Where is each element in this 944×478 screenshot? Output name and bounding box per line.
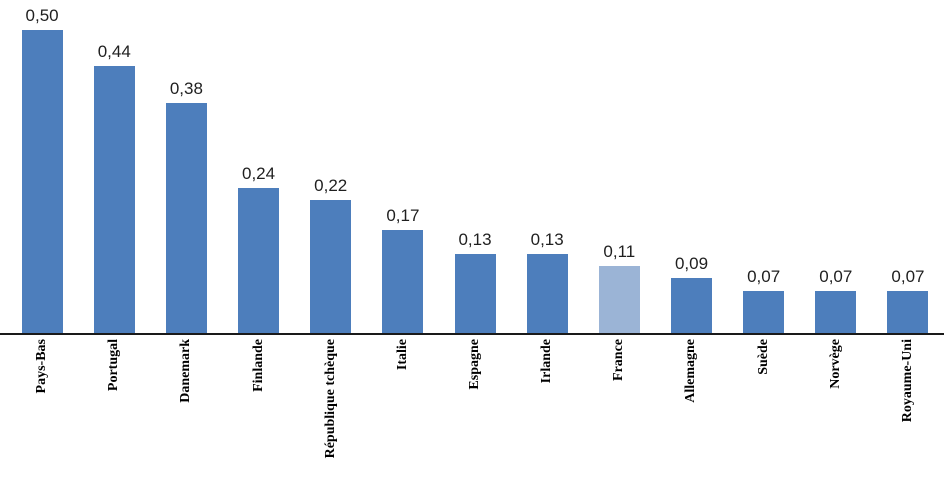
bar-value-label: 0,22 — [314, 176, 348, 195]
category-column: Suède — [728, 339, 800, 478]
category-column: Irlande — [511, 339, 583, 478]
bar-column: 0,13 — [511, 230, 583, 333]
category-column: Finlande — [222, 339, 294, 478]
bar-category-label: Norvège — [827, 339, 843, 389]
bar-category-label: Allemagne — [683, 339, 699, 403]
bar — [526, 254, 568, 333]
bar-column: 0,07 — [728, 267, 800, 333]
bar-column: 0,07 — [872, 267, 944, 333]
bar-column: 0,11 — [583, 242, 655, 333]
bar-value-label: 0,11 — [603, 242, 636, 261]
bar-value-label: 0,50 — [25, 6, 59, 25]
bar — [382, 230, 424, 333]
category-column: Allemagne — [655, 339, 727, 478]
bar-value-label: 0,07 — [747, 267, 781, 286]
bar-category-label: Suède — [755, 339, 771, 375]
plot-area: 0,50 0,44 0,38 0,24 0,22 0,17 0,13 0,13 0,11 0,09… — [6, 0, 944, 333]
bar — [887, 291, 929, 333]
category-column: Espagne — [439, 339, 511, 478]
bar-value-label: 0,44 — [97, 42, 131, 61]
bar — [743, 291, 785, 333]
x-axis-line — [0, 333, 944, 335]
category-column: République tchèque — [295, 339, 367, 478]
bar-category-label: France — [611, 339, 627, 381]
bar — [815, 291, 857, 333]
bar-category-label: Pays-Bas — [34, 339, 50, 394]
bar-column: 0,24 — [222, 164, 294, 333]
bar — [310, 200, 352, 333]
bar-category-label: Finlande — [250, 339, 266, 392]
bar — [598, 266, 640, 333]
bar — [93, 66, 135, 333]
bar-column: 0,13 — [439, 230, 511, 333]
bar-value-label: 0,07 — [819, 267, 853, 286]
bar-category-label: Italie — [394, 339, 410, 371]
category-column: France — [583, 339, 655, 478]
bar-category-label: Portugal — [106, 339, 122, 392]
bar-value-label: 0,17 — [386, 206, 420, 225]
bar-category-label: Royaume-Uni — [899, 339, 915, 423]
bar-column: 0,09 — [655, 254, 727, 333]
bar-category-label: Danemark — [178, 339, 194, 403]
bar — [238, 188, 280, 333]
bar-category-label: République tchèque — [322, 339, 338, 459]
bar — [165, 103, 207, 333]
bar-value-label: 0,13 — [458, 230, 492, 249]
bar — [454, 254, 496, 333]
bar-column: 0,17 — [367, 206, 439, 333]
category-column: Portugal — [78, 339, 150, 478]
category-column: Danemark — [150, 339, 222, 478]
bar-column: 0,38 — [150, 79, 222, 333]
category-column: Pays-Bas — [6, 339, 78, 478]
category-column: Royaume-Uni — [872, 339, 944, 478]
bar-category-label: Irlande — [539, 339, 555, 384]
bar — [670, 278, 712, 333]
category-column: Norvège — [800, 339, 872, 478]
bar-column: 0,22 — [295, 176, 367, 333]
bar-value-label: 0,24 — [242, 164, 276, 183]
bar-category-label: Espagne — [467, 339, 483, 390]
bar-value-label: 0,09 — [674, 254, 709, 273]
bar-column: 0,44 — [78, 42, 150, 333]
bar — [21, 30, 63, 333]
category-axis-labels: Pays-Bas Portugal Danemark Finlande Républiq… — [6, 339, 944, 478]
bar-column: 0,07 — [800, 267, 872, 333]
bar-value-label: 0,38 — [169, 79, 203, 98]
bar-column: 0,50 — [6, 6, 78, 333]
bar-value-label: 0,13 — [530, 230, 564, 249]
bar-value-label: 0,07 — [891, 267, 925, 286]
category-column: Italie — [367, 339, 439, 478]
